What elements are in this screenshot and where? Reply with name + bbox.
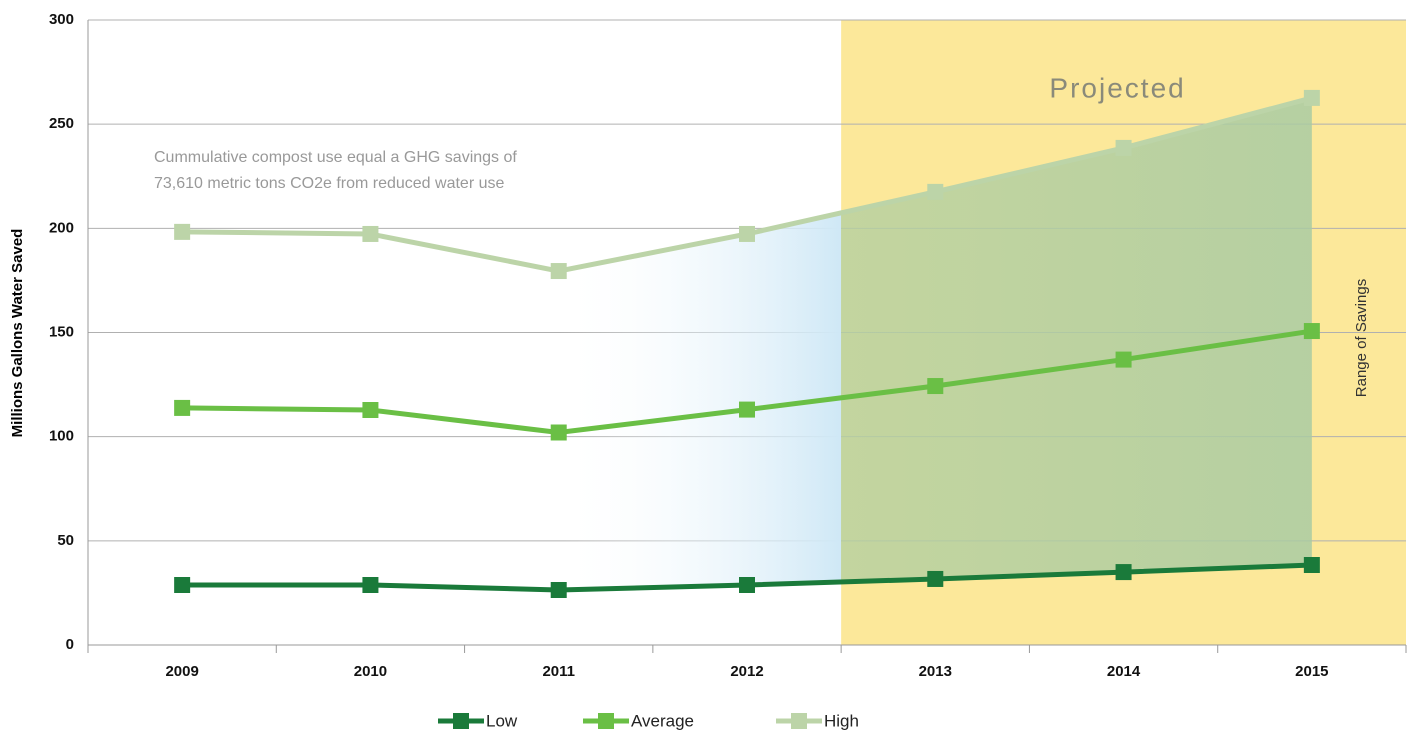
point-marker <box>927 378 944 395</box>
annotation: Cummulative compost use equal a GHG savi… <box>154 149 517 166</box>
x-tick-label: 2011 <box>542 663 575 680</box>
y-axis-label: Millions Gallons Water Saved <box>9 229 26 438</box>
point-marker <box>174 399 191 416</box>
point-marker <box>1303 323 1320 340</box>
x-tick-label: 2012 <box>730 663 763 680</box>
point-marker <box>174 223 191 240</box>
point-marker <box>1115 564 1132 581</box>
x-tick-label: 2013 <box>919 663 952 680</box>
projected-label: Projected <box>1049 72 1185 103</box>
legend-label: High <box>824 711 859 730</box>
point-marker <box>1115 351 1132 368</box>
y-tick-label: 0 <box>66 636 74 653</box>
point-marker <box>550 424 567 441</box>
x-tick-label: 2014 <box>1107 663 1141 680</box>
x-tick-label: 2015 <box>1295 663 1328 680</box>
y-tick-label: 200 <box>49 219 74 236</box>
legend-marker <box>453 713 469 729</box>
point-marker <box>362 402 379 418</box>
point-marker <box>739 401 755 418</box>
range-label: Range of Savings <box>1353 279 1370 397</box>
legend-label: Low <box>486 711 518 730</box>
point-marker <box>174 577 191 593</box>
legend-label: Average <box>631 711 694 730</box>
annotation: 73,610 metric tons CO2e from reduced wat… <box>154 175 504 192</box>
y-tick-label: 100 <box>49 428 74 445</box>
y-tick-label: 150 <box>49 323 74 340</box>
y-tick-label: 250 <box>49 115 74 132</box>
range-area <box>558 97 1312 591</box>
x-tick-label: 2010 <box>354 663 387 680</box>
x-tick-label: 2009 <box>165 663 198 680</box>
legend-marker <box>598 713 614 729</box>
point-marker <box>1115 139 1132 156</box>
y-tick-label: 50 <box>57 532 74 549</box>
point-marker <box>1303 557 1320 573</box>
point-marker <box>927 183 944 200</box>
point-marker <box>550 582 567 598</box>
point-marker <box>362 577 379 593</box>
point-marker <box>739 225 755 242</box>
y-tick-label: 300 <box>49 11 74 28</box>
point-marker <box>362 225 379 242</box>
point-marker <box>1303 89 1320 106</box>
legend-marker <box>791 713 807 729</box>
point-marker <box>927 570 944 587</box>
point-marker <box>550 263 567 280</box>
point-marker <box>739 577 755 593</box>
